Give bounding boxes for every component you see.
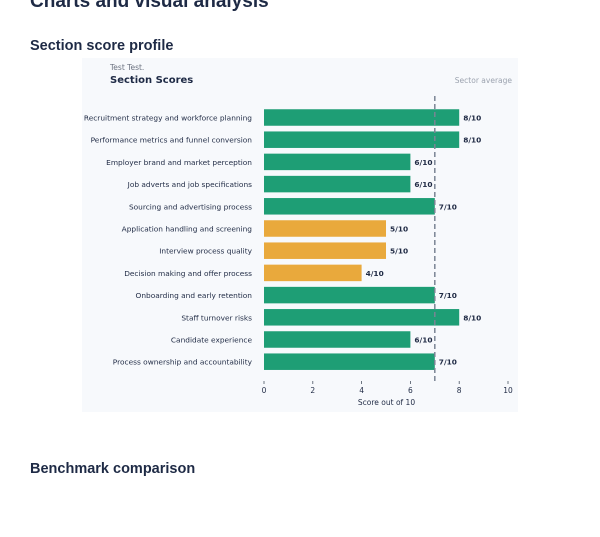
section-scores-chart: Test Test. Section Scores Sector average… xyxy=(82,58,518,412)
score-bar xyxy=(264,220,386,237)
score-bar xyxy=(264,309,460,326)
value-label: 4/10 xyxy=(366,269,384,278)
value-label: 6/10 xyxy=(414,180,432,189)
score-bar xyxy=(264,153,411,171)
value-label: 7/10 xyxy=(439,202,457,211)
x-axis-label: Score out of 10 xyxy=(358,398,415,407)
category-label: Employer brand and market perception xyxy=(106,158,252,167)
category-label: Process ownership and accountability xyxy=(113,358,253,367)
category-label: Candidate experience xyxy=(171,336,253,345)
value-label: 6/10 xyxy=(414,158,432,167)
value-label: 6/10 xyxy=(414,336,432,345)
page-title: Charts and visual analysis xyxy=(30,0,269,12)
value-label: 7/10 xyxy=(439,358,457,367)
chart-title: Section Scores xyxy=(110,75,193,86)
section-heading-profile: Section score profile xyxy=(30,38,174,54)
x-tick-label: 2 xyxy=(310,386,315,395)
score-bar xyxy=(264,198,435,215)
score-bar xyxy=(264,264,362,282)
value-label: 5/10 xyxy=(390,225,408,234)
x-axis: 0 2 4 6 8 10 xyxy=(262,381,513,395)
reference-line-label: Sector average xyxy=(455,76,513,85)
category-label: Interview process quality xyxy=(159,247,252,256)
category-label: Decision making and offer process xyxy=(124,269,252,278)
value-label: 8/10 xyxy=(463,313,481,322)
category-label: Sourcing and advertising process xyxy=(129,202,252,211)
score-bar xyxy=(264,242,386,259)
value-label: 8/10 xyxy=(463,114,481,123)
bars-layer: Recruitment strategy and workforce plann… xyxy=(84,96,481,383)
score-bar xyxy=(264,175,411,193)
value-label: 7/10 xyxy=(439,291,457,300)
value-label: 5/10 xyxy=(390,247,408,256)
score-bar xyxy=(264,286,435,304)
chart-canvas: Test Test. Section Scores Sector average… xyxy=(84,63,513,407)
x-tick-label: 4 xyxy=(359,386,364,395)
x-tick-label: 6 xyxy=(408,386,413,395)
section-heading-benchmark: Benchmark comparison xyxy=(30,461,196,477)
category-label: Staff turnover risks xyxy=(181,313,252,322)
value-label: 8/10 xyxy=(463,136,481,145)
score-bar xyxy=(264,353,435,370)
category-label: Application handling and screening xyxy=(122,225,253,234)
score-bar xyxy=(264,331,411,348)
category-label: Job adverts and job specifications xyxy=(127,180,252,189)
score-bar xyxy=(264,109,460,126)
score-bar xyxy=(264,131,460,148)
chart-subtitle: Test Test. xyxy=(109,63,144,72)
x-tick-label: 10 xyxy=(503,386,513,395)
x-tick-label: 0 xyxy=(262,386,267,395)
x-tick-label: 8 xyxy=(457,386,462,395)
category-label: Performance metrics and funnel conversio… xyxy=(91,136,253,145)
category-label: Recruitment strategy and workforce plann… xyxy=(84,114,252,123)
category-label: Onboarding and early retention xyxy=(136,291,253,300)
